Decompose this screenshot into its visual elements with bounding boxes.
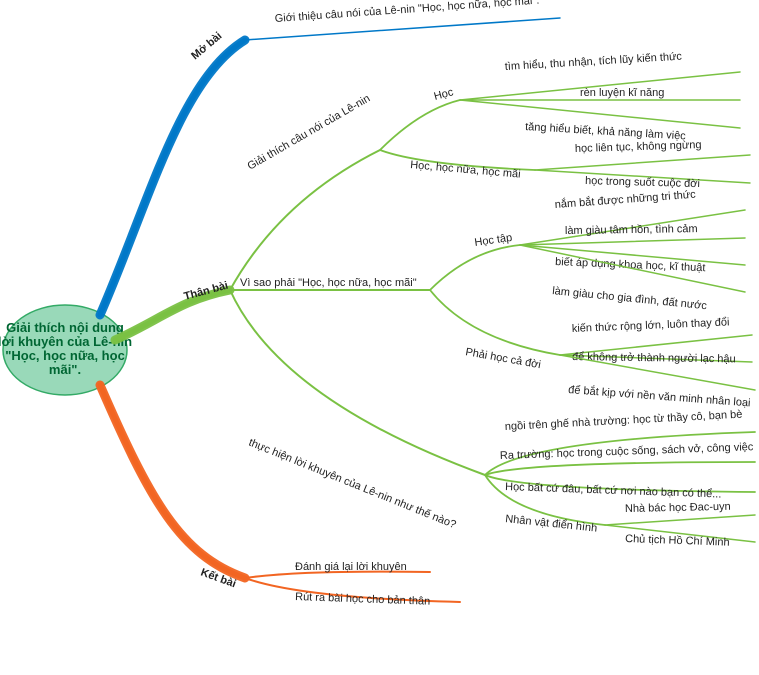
sub-label: Học bất cứ đâu, bất cứ nơi nào bạn có th…	[505, 481, 722, 501]
root-label-line: mãi".	[49, 362, 81, 377]
leaf-label: tăng hiểu biết, khả năng làm việc	[525, 121, 687, 142]
sub-label: Học, học nữa, học mãi	[410, 159, 521, 181]
branch-mobai	[100, 40, 245, 315]
child-label: Vì sao phải "Học, học nữa, học mãi"	[240, 277, 417, 289]
root-label-line: "Học, học nữa, học	[5, 348, 125, 363]
root-label-line: Giải thích nội dung	[6, 320, 124, 335]
sub-label: ngồi trên ghế nhà trường: học từ thầy cô…	[505, 409, 743, 433]
leaf-label: để bắt kịp với nền văn minh nhân loại	[568, 383, 751, 409]
child-label: Rút ra bài học cho bản thân	[295, 591, 430, 608]
child-label: Đánh giá lại lời khuyên	[295, 561, 407, 573]
child-label: Giải thích câu nói của Lê-nin	[246, 92, 373, 172]
leaf-label: làm giàu tâm hồn, tình cảm	[565, 223, 698, 237]
leaf-label: để không trở thành người lạc hậu	[572, 351, 736, 365]
leaf-label: rèn luyện kĩ năng	[580, 87, 664, 99]
sub-label: Ra trường: học trong cuộc sống, sách vở,…	[500, 441, 754, 462]
leaf-label: kiến thức rộng lớn, luôn thay đổi	[572, 316, 730, 335]
leaf-label: làm giàu cho gia đình, đất nước	[552, 285, 708, 312]
leaf-label: tìm hiểu, thu nhận, tích lũy kiến thức	[504, 51, 682, 73]
branch-ketbai	[100, 385, 245, 578]
sub-label: Học	[433, 86, 455, 103]
leaf-label: học liên tục, không ngừng	[575, 139, 702, 155]
mindmap-canvas: Giải thích nội dunglời khuyên của Lê-nin…	[0, 0, 759, 675]
leaf-label: học trong suốt cuộc đời	[585, 175, 700, 190]
child-label: Giới thiệu câu nói của Lê-nin "Học, học …	[274, 0, 539, 25]
leaf-label: Nhà bác học Đac-uyn	[625, 501, 731, 515]
leaf-label: nắm bắt được những tri thức	[554, 188, 696, 211]
sub-label: Phải học cả đời	[464, 346, 541, 371]
leaf-label: Chủ tịch Hồ Chí Minh	[625, 533, 730, 549]
